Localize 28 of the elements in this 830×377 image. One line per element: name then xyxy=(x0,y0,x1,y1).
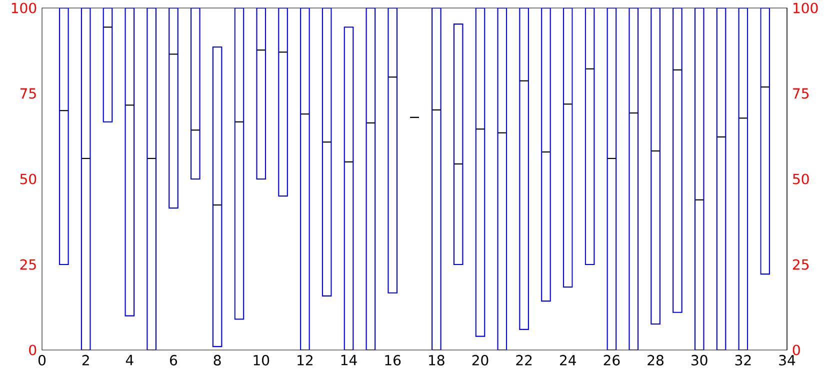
y-tick-label: 100 xyxy=(12,2,36,14)
x-tick-label: 16 xyxy=(385,354,401,366)
x-tick-label: 24 xyxy=(560,354,576,366)
x-tick-label: 28 xyxy=(648,354,664,366)
x-tick-label: 4 xyxy=(126,354,134,366)
x-tick-label: 6 xyxy=(170,354,178,366)
x-tick-label: 12 xyxy=(298,354,312,366)
y2-tick-label: 100 xyxy=(793,2,818,14)
y2-tick-label: 25 xyxy=(792,259,809,270)
y2-tick-label: 75 xyxy=(793,88,809,99)
y-tick-label: 75 xyxy=(20,88,36,99)
x-tick-label: 26 xyxy=(604,354,620,366)
x-tick-label: 20 xyxy=(472,354,488,366)
x-tick-label: 0 xyxy=(38,354,46,366)
y-tick-label: 50 xyxy=(20,174,36,184)
x-tick-label: 32 xyxy=(735,354,751,366)
y-tick-label: 25 xyxy=(20,259,36,270)
x-tick-label: 10 xyxy=(254,354,270,366)
x-tick-label: 34 xyxy=(779,354,796,366)
x-tick-label: 14 xyxy=(341,354,357,366)
x-tick-label: 18 xyxy=(429,354,444,366)
y-tick-label: 0 xyxy=(29,344,36,356)
x-tick-label: 2 xyxy=(82,354,89,366)
x-tick-label: 22 xyxy=(516,354,532,366)
y2-tick-label: 0 xyxy=(792,344,800,356)
x-tick-label: 8 xyxy=(214,354,221,366)
x-tick-label: 30 xyxy=(692,354,708,366)
y2-tick-label: 50 xyxy=(793,174,809,184)
